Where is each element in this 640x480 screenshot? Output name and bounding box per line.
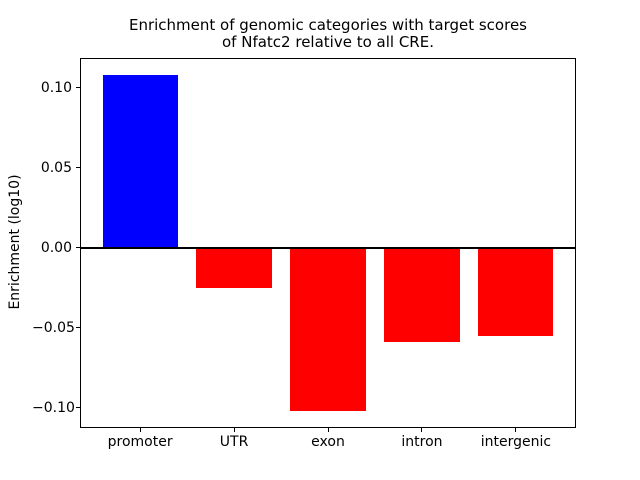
plot-area: [80, 58, 576, 428]
chart-title: Enrichment of genomic categories with ta…: [80, 17, 576, 51]
x-tick-label-intergenic: intergenic: [480, 434, 552, 450]
y-tick-label: 0.05: [40, 159, 72, 176]
chart-title-line-1: Enrichment of genomic categories with ta…: [128, 16, 527, 34]
x-tick-mark: [327, 428, 329, 432]
x-tick-label-promoter: promoter: [107, 434, 173, 450]
x-tick-mark: [515, 428, 517, 432]
y-tick-label: 0.00: [40, 239, 72, 256]
x-tick-mark: [421, 428, 423, 432]
x-tick-label-intron: intron: [401, 434, 443, 450]
x-tick-label-exon: exon: [311, 434, 345, 450]
chart-title-line-2: of Nfatc2 relative to all CRE.: [222, 33, 434, 51]
x-tick-mark: [233, 428, 235, 432]
y-tick-label: 0.10: [40, 79, 72, 96]
y-axis-label: Enrichment (log10): [7, 174, 23, 310]
y-tick-label: −0.05: [32, 319, 75, 336]
x-tick-label-UTR: UTR: [219, 434, 249, 450]
y-tick-label: −0.10: [32, 399, 75, 416]
x-tick-mark: [139, 428, 141, 432]
